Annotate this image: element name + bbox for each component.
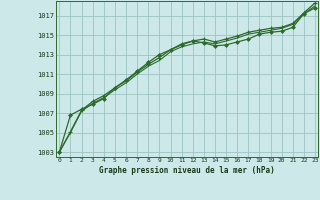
X-axis label: Graphe pression niveau de la mer (hPa): Graphe pression niveau de la mer (hPa) — [99, 166, 275, 175]
